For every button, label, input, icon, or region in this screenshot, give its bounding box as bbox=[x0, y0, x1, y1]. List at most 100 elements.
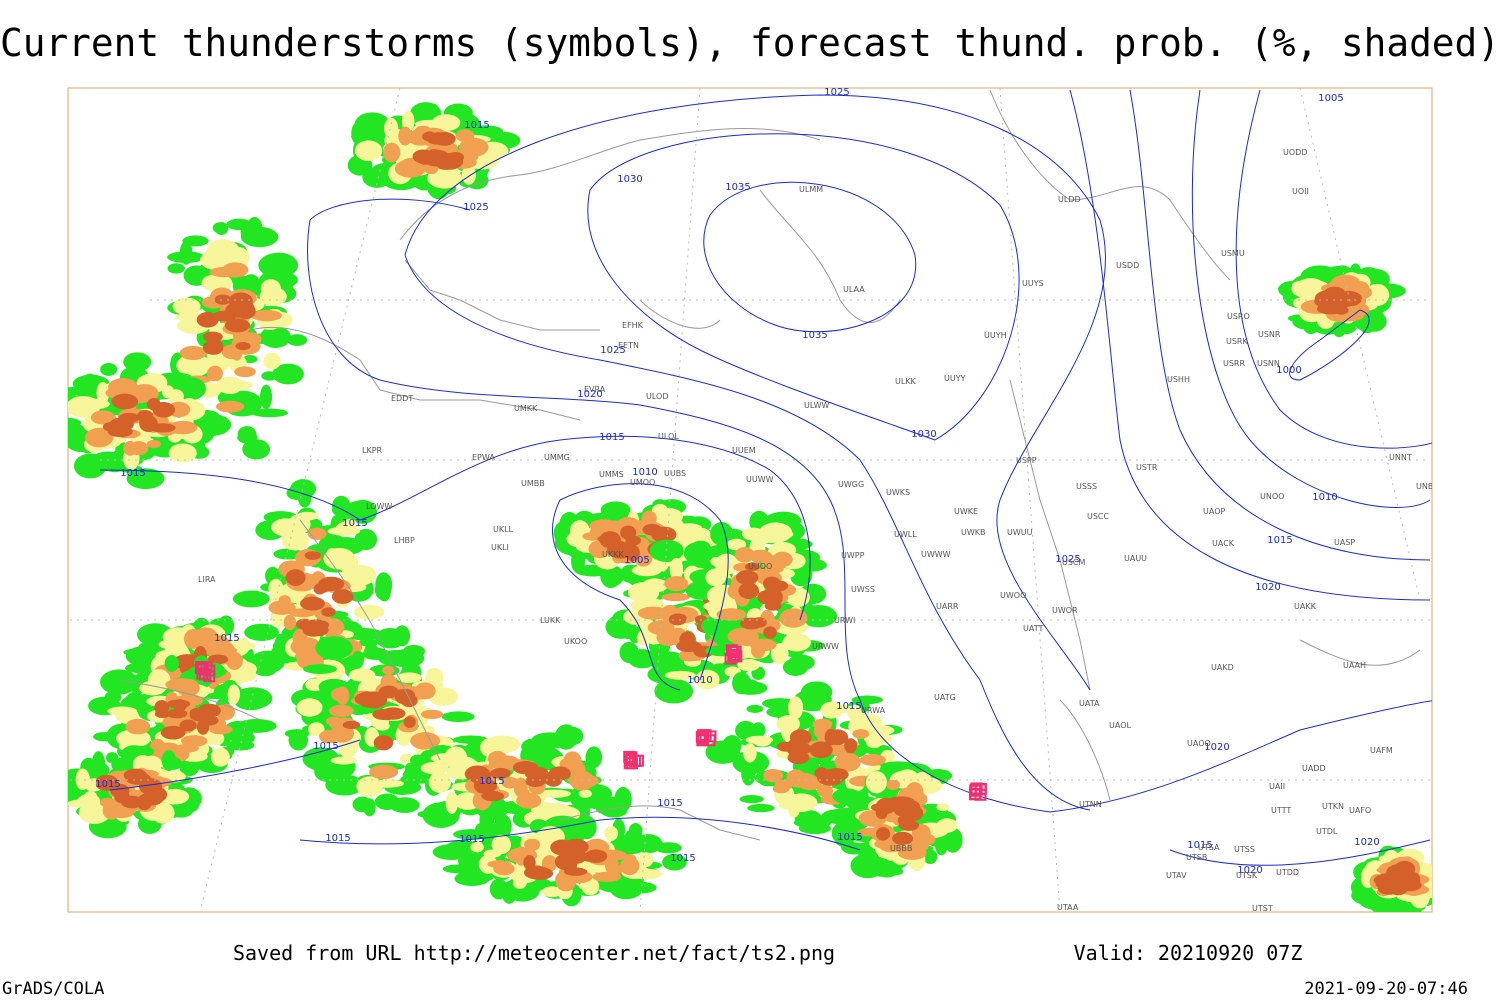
station-label: EVRA bbox=[584, 385, 606, 394]
shade-cell bbox=[620, 525, 637, 540]
station-label: UWWW bbox=[921, 550, 951, 559]
shade-cell bbox=[735, 570, 759, 585]
station-label: UTSK bbox=[1236, 871, 1258, 880]
shade-cell bbox=[776, 741, 796, 752]
station-label: UKLL bbox=[493, 525, 514, 534]
shade-cell bbox=[176, 354, 212, 377]
shade-cell bbox=[123, 352, 152, 372]
station-label: UAKK bbox=[1294, 602, 1317, 611]
shade-cell bbox=[461, 164, 477, 185]
isobar-label: 1020 bbox=[1255, 582, 1280, 593]
shade-cell bbox=[226, 739, 255, 751]
shade-cell bbox=[812, 718, 833, 730]
shade-cell bbox=[146, 439, 161, 449]
shade-cell bbox=[897, 845, 927, 860]
shade-cell bbox=[443, 755, 476, 769]
station-label: EFHK bbox=[622, 321, 644, 330]
shade-cell bbox=[852, 729, 870, 739]
shade-cell bbox=[695, 550, 708, 559]
shade-cell bbox=[212, 222, 226, 234]
station-label: UAOP bbox=[1203, 507, 1225, 516]
shade-cell bbox=[414, 682, 436, 700]
shade-cell bbox=[167, 699, 191, 709]
shade-cell bbox=[865, 771, 887, 794]
shade-cell bbox=[664, 670, 696, 680]
shade-cell bbox=[287, 334, 308, 346]
isobar-label: 1015 bbox=[657, 798, 682, 809]
station-label: UWOO bbox=[1000, 591, 1026, 600]
shade-cell bbox=[654, 842, 682, 854]
shade-cell bbox=[363, 798, 376, 817]
shade-cell bbox=[445, 791, 459, 814]
shade-cell bbox=[288, 608, 317, 618]
shade-cell bbox=[95, 774, 118, 788]
station-label: USNR bbox=[1258, 330, 1281, 339]
isobar-label: 1035 bbox=[802, 330, 827, 341]
shade-cell bbox=[239, 301, 255, 315]
shade-cell bbox=[1408, 872, 1421, 888]
shade-cell bbox=[763, 768, 784, 783]
shade-cell bbox=[568, 774, 599, 788]
shade-cell bbox=[383, 142, 401, 163]
station-label: ULDD bbox=[1058, 195, 1081, 204]
shade-cell bbox=[787, 696, 804, 720]
station-label: UNNT bbox=[1389, 453, 1412, 462]
shade-cell bbox=[381, 665, 395, 675]
shade-cell bbox=[619, 641, 639, 664]
thunderstorm-symbols bbox=[194, 644, 987, 801]
station-label: USDD bbox=[1116, 261, 1139, 270]
shade-cell bbox=[160, 725, 186, 740]
shade-cell bbox=[328, 638, 346, 655]
station-label: UWKS bbox=[886, 488, 910, 497]
isobar-label: 1030 bbox=[617, 174, 642, 185]
shade-cell bbox=[384, 117, 399, 140]
map-frame bbox=[67, 87, 1433, 913]
shade-cell bbox=[90, 410, 116, 425]
shade-cell bbox=[834, 752, 861, 772]
station-label: UMOO bbox=[630, 478, 655, 487]
shade-cell bbox=[425, 667, 444, 688]
shade-cell bbox=[541, 886, 563, 898]
shade-cell bbox=[358, 638, 379, 647]
storm-symbol bbox=[699, 729, 712, 742]
shade-cell bbox=[661, 593, 691, 602]
shade-cell bbox=[637, 852, 654, 868]
shade-cell bbox=[402, 644, 426, 658]
shade-cell bbox=[356, 776, 383, 797]
isobar-label: 1030 bbox=[911, 429, 936, 440]
station-label: USRR bbox=[1223, 359, 1245, 368]
shade-cell bbox=[668, 613, 687, 626]
shade-cell bbox=[716, 608, 747, 621]
shade-cell bbox=[763, 576, 781, 591]
shade-cell bbox=[458, 867, 474, 879]
shade-cell bbox=[753, 736, 772, 747]
shade-cell bbox=[325, 548, 338, 566]
shade-cell bbox=[258, 252, 299, 278]
shade-cell bbox=[521, 738, 552, 756]
station-label: USRK bbox=[1226, 337, 1248, 346]
station-label: UUBS bbox=[664, 469, 686, 478]
isobar-label: 1015 bbox=[599, 432, 624, 443]
shade-cell bbox=[578, 789, 592, 798]
station-label: ULMM bbox=[799, 185, 823, 194]
station-label: UASP bbox=[1334, 538, 1355, 547]
shade-cell bbox=[313, 583, 326, 595]
shade-cell bbox=[880, 761, 917, 771]
shade-cell bbox=[373, 735, 394, 751]
shade-cell bbox=[705, 740, 741, 764]
shade-cell bbox=[832, 788, 862, 804]
shade-cell bbox=[325, 774, 364, 796]
shade-cell bbox=[432, 843, 471, 861]
station-label: UTSB bbox=[1186, 853, 1207, 862]
shade-cell bbox=[166, 708, 188, 719]
shade-cell bbox=[331, 589, 354, 604]
station-label: UUYY bbox=[944, 374, 966, 383]
station-label: USMU bbox=[1221, 249, 1245, 258]
storm-symbol bbox=[696, 732, 709, 745]
shade-cell bbox=[584, 849, 608, 863]
shade-cell bbox=[172, 297, 201, 316]
shade-cell bbox=[523, 855, 536, 871]
shade-cell bbox=[139, 415, 158, 432]
isobar-label: 1025 bbox=[824, 87, 849, 98]
station-label: UWGG bbox=[838, 480, 864, 489]
